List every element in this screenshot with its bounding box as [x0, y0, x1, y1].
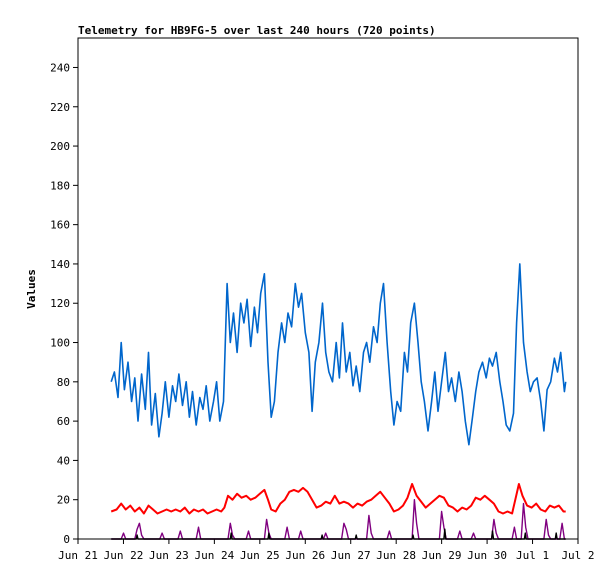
y-tick-label: 240 — [50, 61, 70, 74]
x-tick-label: Jun 24 — [194, 549, 234, 562]
y-tick-label: 160 — [50, 219, 70, 232]
y-axis: 0 20 40 60 80 100 120 140 160 180 200 220 240 — [50, 61, 78, 546]
x-tick-label: Jul 2 — [561, 549, 594, 562]
x-tick-label: Jun 29 — [422, 549, 462, 562]
x-tick-label: Jun 25 — [240, 549, 280, 562]
x-tick-label: Jun 26 — [285, 549, 325, 562]
x-tick-label: Jun 21 — [58, 549, 98, 562]
series-line-3 — [111, 499, 566, 540]
x-tick-label: Jun 28 — [376, 549, 416, 562]
y-tick-label: 180 — [50, 179, 70, 192]
series-line-4 — [111, 528, 566, 540]
y-tick-label: 140 — [50, 258, 70, 271]
series-line-2 — [110, 483, 566, 515]
y-tick-label: 120 — [50, 297, 70, 310]
y-tick-label: 80 — [57, 376, 70, 389]
y-tick-label: 20 — [57, 494, 70, 507]
x-tick-label: Jun 30 — [467, 549, 507, 562]
x-axis: Jun 21 Jun 22 Jun 23 Jun 24 Jun 25 Jun 26 Jun … — [58, 539, 595, 562]
y-tick-label: 60 — [57, 415, 70, 428]
y-tick-label: 220 — [50, 101, 70, 114]
chart-title: Telemetry for HB9FG-5 over last 240 hour… — [78, 24, 436, 37]
series-line-1 — [110, 263, 567, 446]
series-layer — [110, 263, 567, 540]
x-tick-label: Jun 23 — [149, 549, 189, 562]
y-axis-title: Values — [25, 269, 38, 309]
y-tick-label: 40 — [57, 454, 70, 467]
x-tick-label: Jun 22 — [104, 549, 144, 562]
x-tick-label: Jul 1 — [516, 549, 549, 562]
x-tick-label: Jun 27 — [331, 549, 371, 562]
y-tick-label: 0 — [63, 533, 70, 546]
y-tick-label: 200 — [50, 140, 70, 153]
y-tick-label: 100 — [50, 337, 70, 350]
